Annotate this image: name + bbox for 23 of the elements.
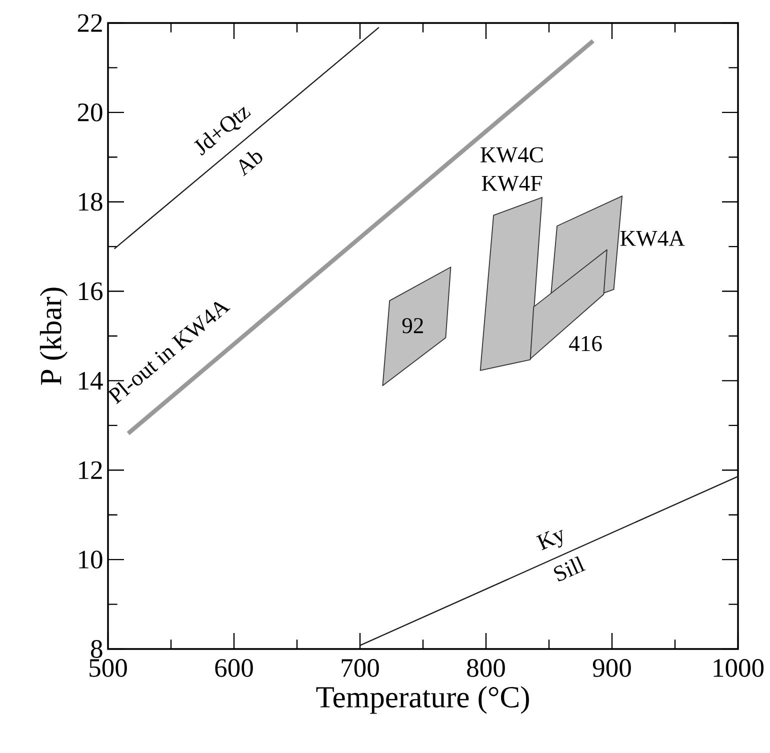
x-tick-label: 1000 xyxy=(714,659,764,677)
y-tick-label: 18 xyxy=(79,192,102,211)
annotation: KW4F xyxy=(482,176,542,192)
x-axis-title: Temperature (°C) xyxy=(316,686,529,714)
x-tick-label: 900 xyxy=(592,659,631,677)
x-tick-label: 700 xyxy=(342,659,379,677)
annotation: KW4C xyxy=(480,147,543,163)
x-tick-label: 800 xyxy=(467,659,505,677)
x-tick-label: 600 xyxy=(215,659,253,677)
y-tick-label: 10 xyxy=(79,550,102,569)
y-tick-label: 12 xyxy=(79,461,102,479)
annotation: KW4A xyxy=(620,230,685,246)
annotation: 92 xyxy=(402,318,423,334)
x-tick-label: 500 xyxy=(90,659,127,677)
y-tick-label: 20 xyxy=(78,103,102,122)
y-axis-title: P (kbar) xyxy=(40,288,68,385)
annotation: 416 xyxy=(569,336,602,352)
y-tick-label: 14 xyxy=(79,372,103,390)
y-tick-label: 8 xyxy=(91,640,102,658)
y-tick-label: 22 xyxy=(78,14,102,32)
y-tick-label: 16 xyxy=(79,282,103,300)
annotation: Sill xyxy=(554,556,586,582)
annotation: Ky xyxy=(536,530,563,550)
